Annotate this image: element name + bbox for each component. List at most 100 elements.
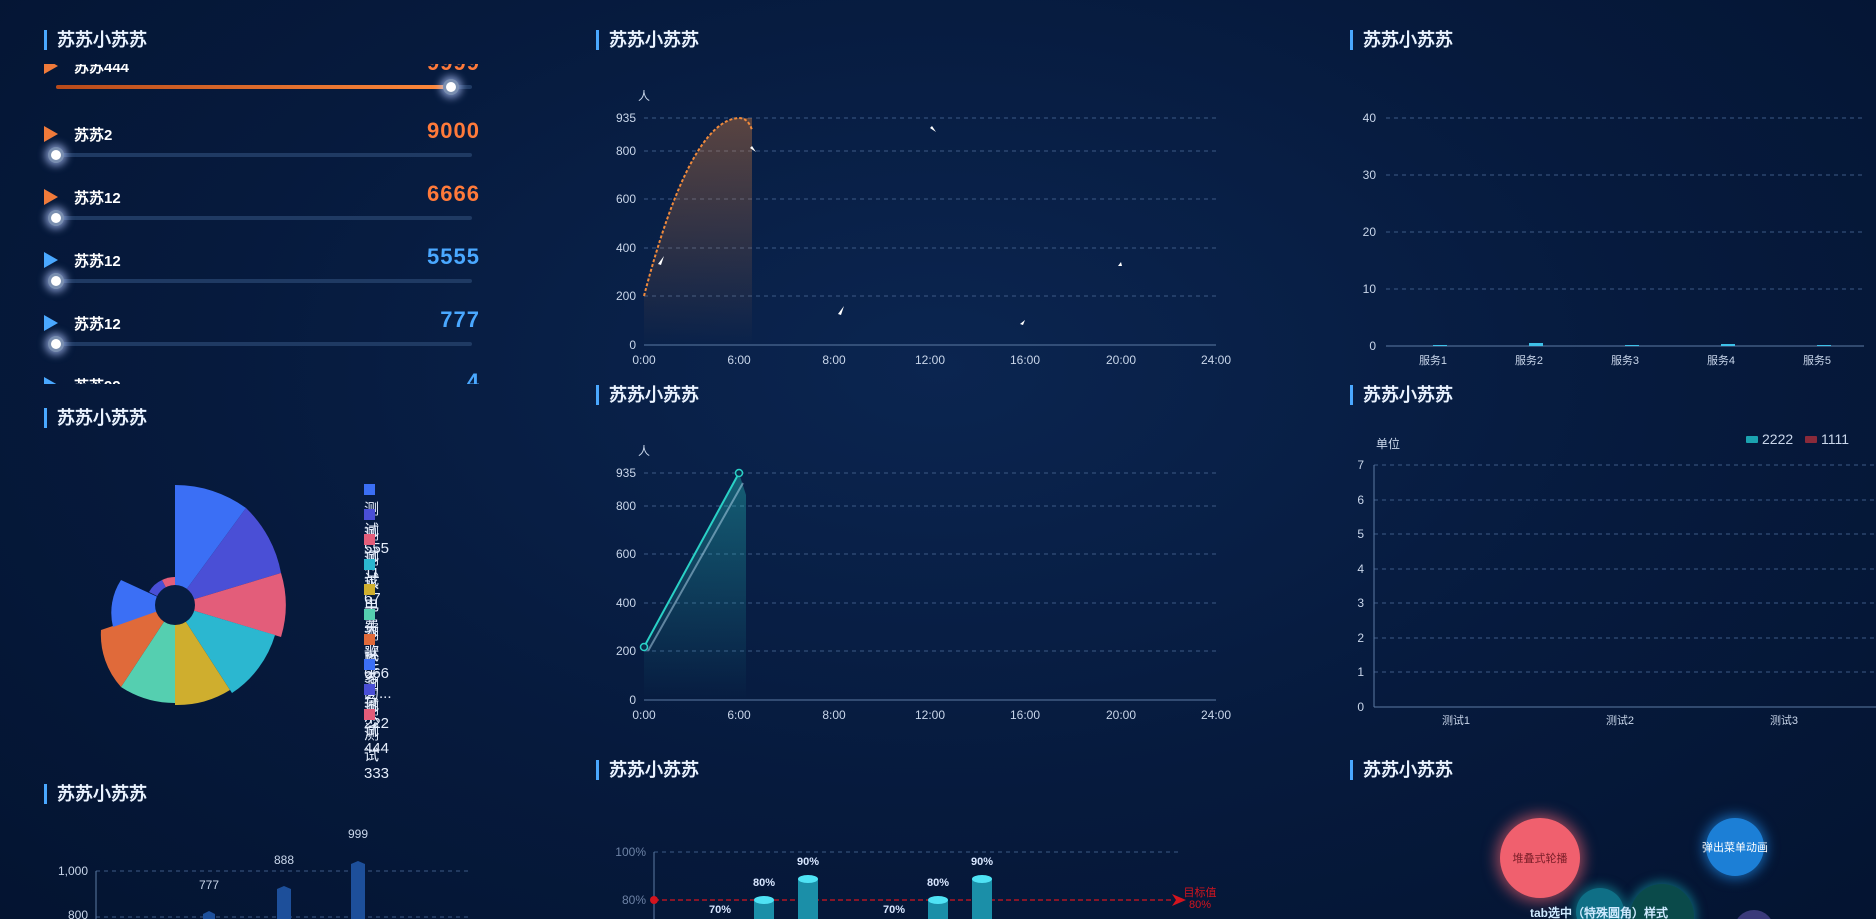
legend-item[interactable]: 测试555 <box>364 481 389 557</box>
rose-slice <box>175 605 230 706</box>
y-tick: 30 <box>1363 168 1377 182</box>
bubble-tab-style-label[interactable]: tab选中（特殊圆角）样式 <box>1530 904 1668 919</box>
y-unit: 单位 <box>1376 436 1400 451</box>
x-tick: 0:00 <box>632 353 656 367</box>
cylinder-label: 80% <box>753 877 775 889</box>
bubble-popup-menu[interactable]: 弹出菜单动画 <box>1702 818 1768 876</box>
x-tick: 24:00 <box>1201 353 1231 367</box>
x-ticks: 测试1 测试2 测试3 <box>1442 714 1798 727</box>
gridlines <box>1373 464 1876 708</box>
bubble-label: 堆叠式轮播 <box>1512 853 1568 865</box>
cylinder-chart[interactable]: 目标值 80% 100% 80% 70% 80% 90% 70% 80% 90% <box>600 830 1240 919</box>
panel-title-services: 苏苏小苏苏 <box>1350 30 1453 50</box>
bar <box>351 861 365 919</box>
rank-arrow-icon <box>44 64 58 74</box>
bottom-bar-chart[interactable]: 1,000 800 777 888 999 <box>40 820 480 919</box>
rose-slice <box>175 508 281 605</box>
rank-track <box>48 336 472 352</box>
x-tick: 20:00 <box>1106 353 1136 367</box>
target-value: 80% <box>1189 899 1211 911</box>
y-tick: 800 <box>616 144 636 158</box>
legend-item[interactable]: 十大歌手的... <box>364 581 392 702</box>
rank-track <box>48 273 472 289</box>
line-chart-2[interactable]: 人 935 800 600 400 200 0 0:00 6:00 8:00 1… <box>600 435 1240 735</box>
rose-slice <box>175 484 246 605</box>
y-tick: 0 <box>629 338 636 352</box>
cylinder-label: 70% <box>883 904 905 916</box>
cylinder <box>928 900 948 919</box>
legend-swatch <box>1746 436 1758 443</box>
y-ticks: 40 30 20 10 0 <box>1363 111 1377 353</box>
rank-knob[interactable] <box>48 336 64 352</box>
rank-knob[interactable] <box>443 79 460 95</box>
series-area <box>644 473 746 700</box>
y-tick: 200 <box>616 644 636 658</box>
bubble-label: 弹出菜单动画 <box>1702 842 1768 854</box>
bar <box>1721 344 1735 346</box>
series-line <box>643 116 753 297</box>
ranking-list[interactable]: 苏苏444 9999 苏苏2 9000 苏苏12 6666 苏苏12 5555 … <box>0 64 500 384</box>
legend-swatch <box>1805 436 1817 443</box>
bubble-cloud[interactable]: 堆叠式轮播 弹出菜单动画 tab选中（特殊圆角）样式 <box>1340 800 1876 919</box>
bar-label: 888 <box>274 853 294 867</box>
rank-knob[interactable] <box>48 273 64 289</box>
legend-item[interactable]: 胜多负少 <box>364 631 379 731</box>
y-tick: 7 <box>1357 458 1364 472</box>
cylinder <box>754 900 774 919</box>
legend-item[interactable]: 水电费 <box>364 556 379 635</box>
series-line <box>643 472 740 648</box>
panel-title-bubbles: 苏苏小苏苏 <box>1350 760 1453 780</box>
rank-label: 苏苏444 <box>74 64 130 76</box>
rank-value: 9999 <box>427 64 480 76</box>
x-tick: 测试1 <box>1442 714 1470 727</box>
series-point[interactable] <box>734 468 744 478</box>
legend-swatch <box>364 634 375 645</box>
x-tick: 16:00 <box>1010 708 1040 722</box>
rank-knob[interactable] <box>48 210 64 226</box>
y-tick: 0 <box>1369 339 1376 353</box>
series-point[interactable] <box>639 642 649 652</box>
rank-value: 777 <box>440 307 480 332</box>
tests-bar-chart[interactable]: 单位 2222 1111 7 6 5 4 3 2 1 0 测试1 测试2 测试3 <box>1340 420 1876 730</box>
rank-label: 苏苏12 <box>74 253 121 270</box>
legend[interactable]: 2222 1111 <box>1746 431 1849 447</box>
rank-arrow-icon <box>44 252 58 268</box>
panel-title-ranking: 苏苏小苏苏 <box>44 30 147 50</box>
y-tick: 40 <box>1363 111 1377 125</box>
bars <box>1433 343 1831 346</box>
rose-chart[interactable] <box>80 470 300 710</box>
legend-item[interactable]: 测试333 <box>364 706 389 782</box>
legend-item[interactable]: 测试222 <box>364 656 389 732</box>
y-tick: 5 <box>1357 527 1364 541</box>
rank-arrow-icon <box>44 126 58 142</box>
line-chart-1[interactable]: 人 935 800 600 400 200 0 0:00 6:00 8:00 1… <box>600 80 1240 380</box>
legend-item[interactable]: 测试444 <box>364 681 389 757</box>
bar-labels: 777 888 999 <box>199 827 368 892</box>
bubble-decor <box>1576 888 1624 919</box>
bars <box>203 861 365 919</box>
cylinder-top <box>972 875 992 883</box>
bubble-stacked-carousel[interactable]: 堆叠式轮播 <box>1500 818 1580 898</box>
y-tick: 4 <box>1357 562 1364 576</box>
services-bar-chart[interactable]: 40 30 20 10 0 服务1 服务2 服务3 服务4 服务5 <box>1340 100 1876 380</box>
x-tick: 6:00 <box>727 708 751 722</box>
cylinder-top <box>754 896 774 904</box>
legend-swatch <box>364 684 375 695</box>
bar <box>1625 345 1639 346</box>
legend-swatch <box>364 609 375 620</box>
legend-item[interactable]: 测试67 <box>364 531 381 607</box>
panel-title-rose: 苏苏小苏苏 <box>44 408 147 428</box>
rank-label: 苏苏99 <box>74 375 121 384</box>
x-tick: 8:00 <box>822 353 846 367</box>
x-tick: 服务2 <box>1515 354 1543 367</box>
y-tick: 800 <box>68 908 88 919</box>
bar <box>277 886 291 919</box>
panel-title-bottom-bar: 苏苏小苏苏 <box>44 784 147 804</box>
bar-label: 777 <box>199 878 219 892</box>
legend-item[interactable]: 测试11 <box>364 506 380 582</box>
rank-knob[interactable] <box>48 147 64 163</box>
rank-label: 苏苏12 <box>74 316 121 333</box>
y-tick: 0 <box>1357 700 1364 714</box>
target-label: 目标值 <box>1184 885 1217 899</box>
legend-item[interactable]: 测试666 <box>364 606 389 682</box>
